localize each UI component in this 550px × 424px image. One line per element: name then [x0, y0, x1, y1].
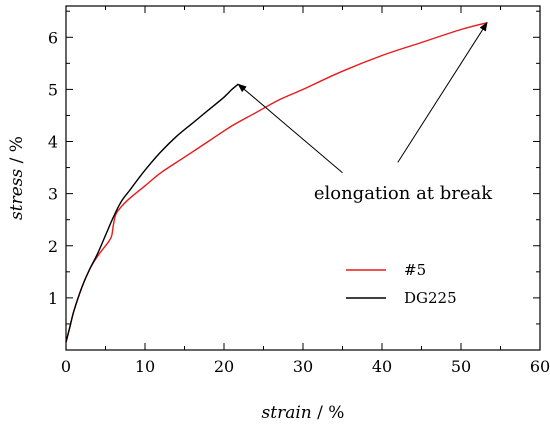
x-tick-label: 30 [293, 357, 313, 376]
y-tick-label: 3 [48, 185, 58, 204]
y-axis-title-quantity: stress [7, 168, 27, 219]
y-tick-label: 4 [48, 133, 58, 152]
plot-frame [65, 5, 541, 351]
x-tick-label: 10 [135, 357, 155, 376]
x-tick-label: 20 [214, 357, 234, 376]
break-arrow-2 [397, 21, 488, 163]
y-tick-label: 1 [48, 289, 58, 308]
legend-label-sample-5: #5 [404, 261, 426, 279]
break-arrow-1 [237, 83, 343, 174]
series-line-dg225 [65, 83, 239, 343]
y-tick-label: 5 [48, 80, 58, 99]
annotation-text: elongation at break [314, 183, 493, 204]
y-axis-title: stress / % [7, 136, 27, 220]
y-tick-label: 6 [48, 28, 58, 47]
x-axis-title: strain / % [262, 403, 345, 423]
y-tick-label: 2 [48, 237, 58, 256]
x-axis-title-unit: / % [312, 403, 345, 423]
y-axis-title-unit: / % [7, 136, 27, 169]
x-tick-label: 40 [372, 357, 392, 376]
x-tick-label: 60 [530, 357, 550, 376]
x-tick-label: 50 [451, 357, 471, 376]
x-tick-label: 0 [61, 357, 71, 376]
legend-label-dg225: DG225 [404, 289, 457, 307]
x-axis-title-quantity: strain [262, 403, 312, 423]
